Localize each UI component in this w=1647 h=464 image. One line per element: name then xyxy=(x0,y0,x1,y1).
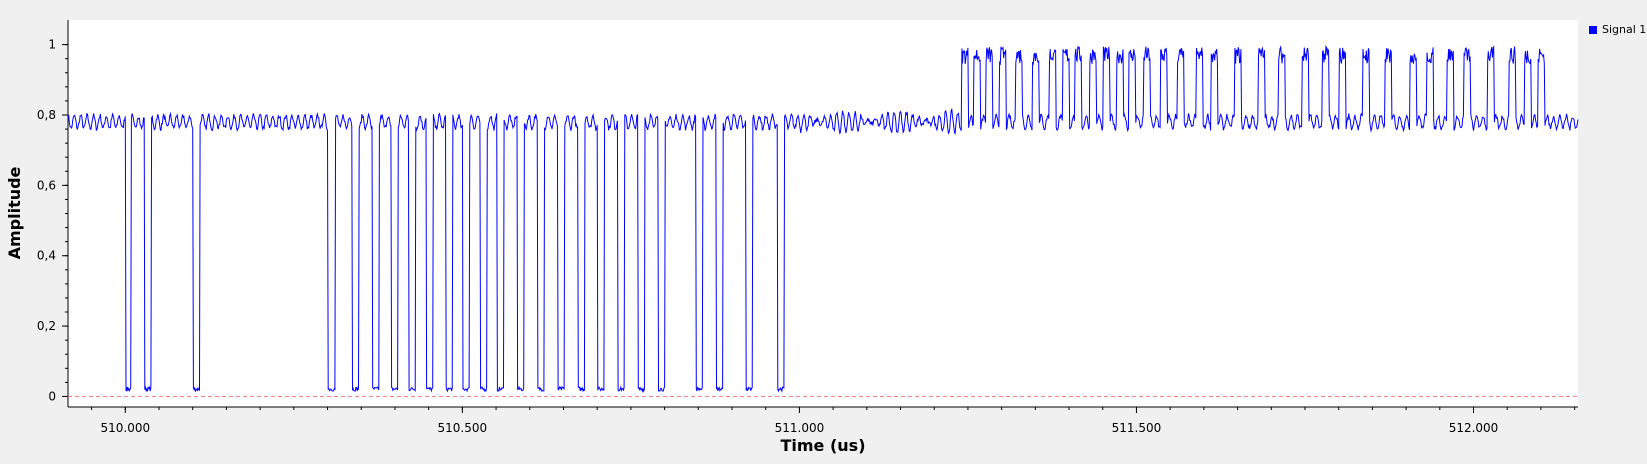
y-tick-label: 0,4 xyxy=(37,249,56,263)
y-axis-title: Amplitude xyxy=(5,166,24,259)
y-tick-label: 0,6 xyxy=(37,178,56,192)
legend-swatch xyxy=(1589,25,1597,34)
x-ticks: 510.000 510.500 511.000 511.500 512.000 xyxy=(91,407,1576,435)
x-tick-label: 510.000 xyxy=(100,421,150,435)
x-tick-label: 510.500 xyxy=(438,421,488,435)
legend: Signal 1 xyxy=(1589,23,1646,36)
y-ticks: 0 0,2 0,4 0,6 0,8 1 xyxy=(37,38,68,403)
series-layer xyxy=(67,44,1579,394)
x-tick-label: 511.500 xyxy=(1112,421,1162,435)
y-tick-label: 0 xyxy=(48,389,56,403)
y-tick-label: 1 xyxy=(48,38,56,52)
y-tick-label: 0,8 xyxy=(37,108,56,122)
y-tick-label: 0,2 xyxy=(37,319,56,333)
legend-label-signal-1: Signal 1 xyxy=(1602,23,1647,36)
x-axis-title: Time (us) xyxy=(780,436,865,455)
x-tick-label: 512.000 xyxy=(1449,421,1499,435)
plot-area xyxy=(68,20,1578,407)
x-tick-label: 511.000 xyxy=(775,421,825,435)
series-signal-1 xyxy=(67,44,1579,394)
